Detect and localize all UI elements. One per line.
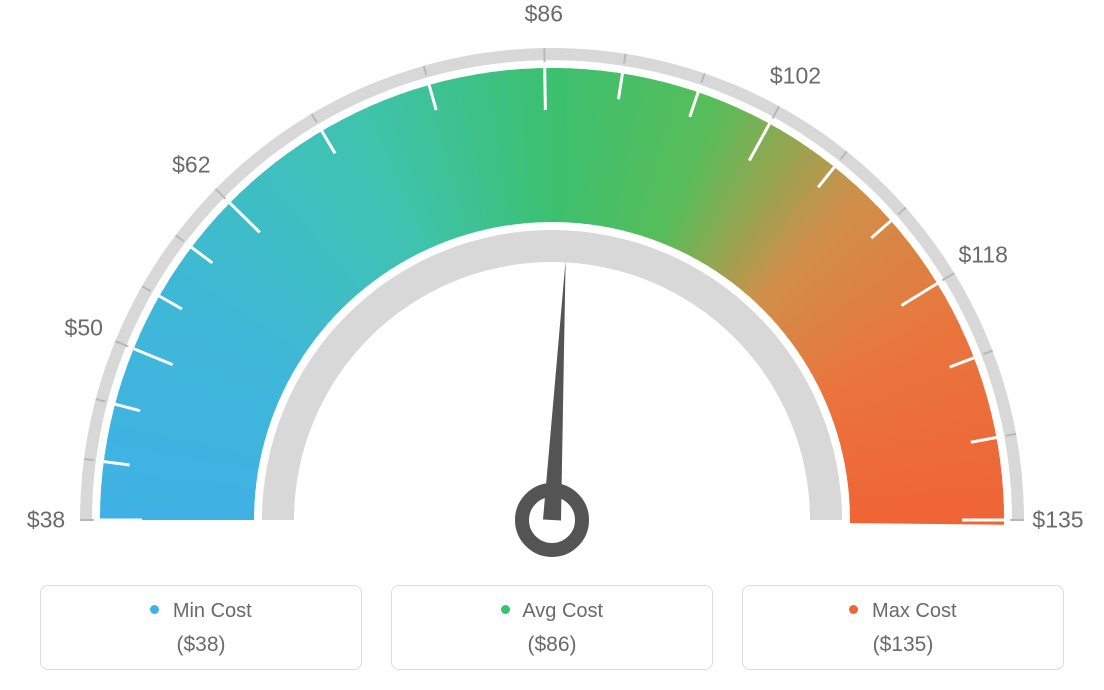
legend-card-max: Max Cost ($135)	[742, 585, 1064, 670]
legend-avg-label: Avg Cost	[522, 600, 603, 622]
gauge-tick-label: $118	[958, 242, 1007, 269]
gauge-tick-label: $62	[172, 152, 210, 179]
legend-max-title: Max Cost	[743, 600, 1063, 623]
legend-max-label: Max Cost	[872, 600, 956, 622]
legend-row: Min Cost ($38) Avg Cost ($86) Max Cost (…	[0, 585, 1104, 670]
legend-card-avg: Avg Cost ($86)	[391, 585, 713, 670]
legend-min-title: Min Cost	[41, 600, 361, 623]
gauge-tick-label: $86	[525, 1, 563, 28]
legend-min-value: ($38)	[41, 633, 361, 657]
legend-avg-dot	[501, 605, 510, 614]
gauge-chart: $38 $50 $62 $86 $102 $118 $135	[0, 0, 1104, 560]
legend-max-dot	[849, 605, 858, 614]
gauge-svg	[0, 0, 1104, 560]
legend-card-min: Min Cost ($38)	[40, 585, 362, 670]
legend-max-value: ($135)	[743, 633, 1063, 657]
legend-avg-value: ($86)	[392, 633, 712, 657]
gauge-tick-label: $102	[770, 63, 821, 90]
legend-min-dot	[150, 605, 159, 614]
legend-min-label: Min Cost	[173, 600, 252, 622]
gauge-tick-label: $38	[27, 507, 65, 534]
legend-avg-title: Avg Cost	[392, 600, 712, 623]
gauge-tick-label: $135	[1032, 507, 1083, 534]
gauge-tick-label: $50	[65, 315, 103, 342]
